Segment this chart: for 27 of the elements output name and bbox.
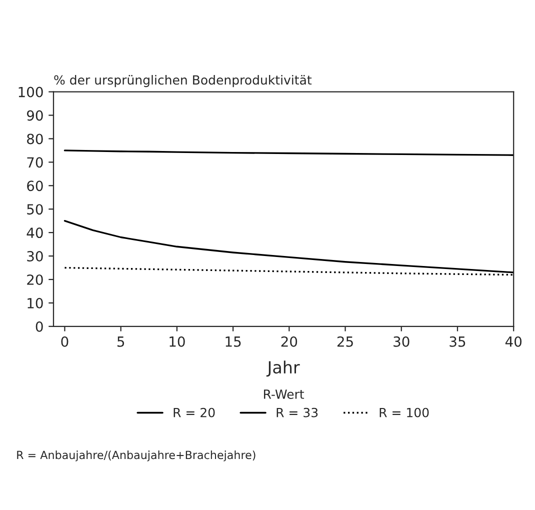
x-tick-label: 35: [450, 336, 466, 347]
y-tick-label: 70: [27, 157, 43, 168]
x-tick-label: 10: [170, 336, 185, 347]
y-tick-label: 100: [18, 86, 43, 98]
x-tick-label: 30: [394, 336, 410, 347]
x-tick-label: 15: [226, 336, 241, 347]
x-tick-label: 25: [337, 336, 353, 347]
y-tick-label: 0: [36, 321, 43, 332]
y-tick-label: 10: [28, 298, 43, 308]
x-tick-label: 40: [505, 336, 522, 347]
y-tick-label: 40: [26, 228, 43, 238]
legend-title: R-Wert: [264, 390, 304, 399]
legend-label: R = 33: [276, 408, 318, 418]
x-tick-label: 5: [117, 336, 124, 347]
y-tick-label: 60: [27, 180, 43, 192]
legend-label: R = 100: [380, 408, 429, 418]
y-tick-label: 90: [26, 110, 43, 121]
text: R = Anbaujahre/(Anbaujahre+Brachejahre): [17, 450, 256, 462]
legend-label: R = 20: [174, 408, 215, 418]
x-tick-label: 0: [61, 336, 68, 347]
y-tick-label: 80: [27, 134, 43, 144]
x-axis-title: Jahr: [266, 360, 300, 377]
y-tick-label: 30: [27, 250, 43, 262]
y-tick-label: 50: [27, 204, 43, 215]
y-axis-title: % der ursprünglichen Bodenproduktivität: [54, 75, 312, 88]
y-tick-label: 20: [27, 274, 43, 285]
x-tick-label: 20: [281, 336, 298, 347]
